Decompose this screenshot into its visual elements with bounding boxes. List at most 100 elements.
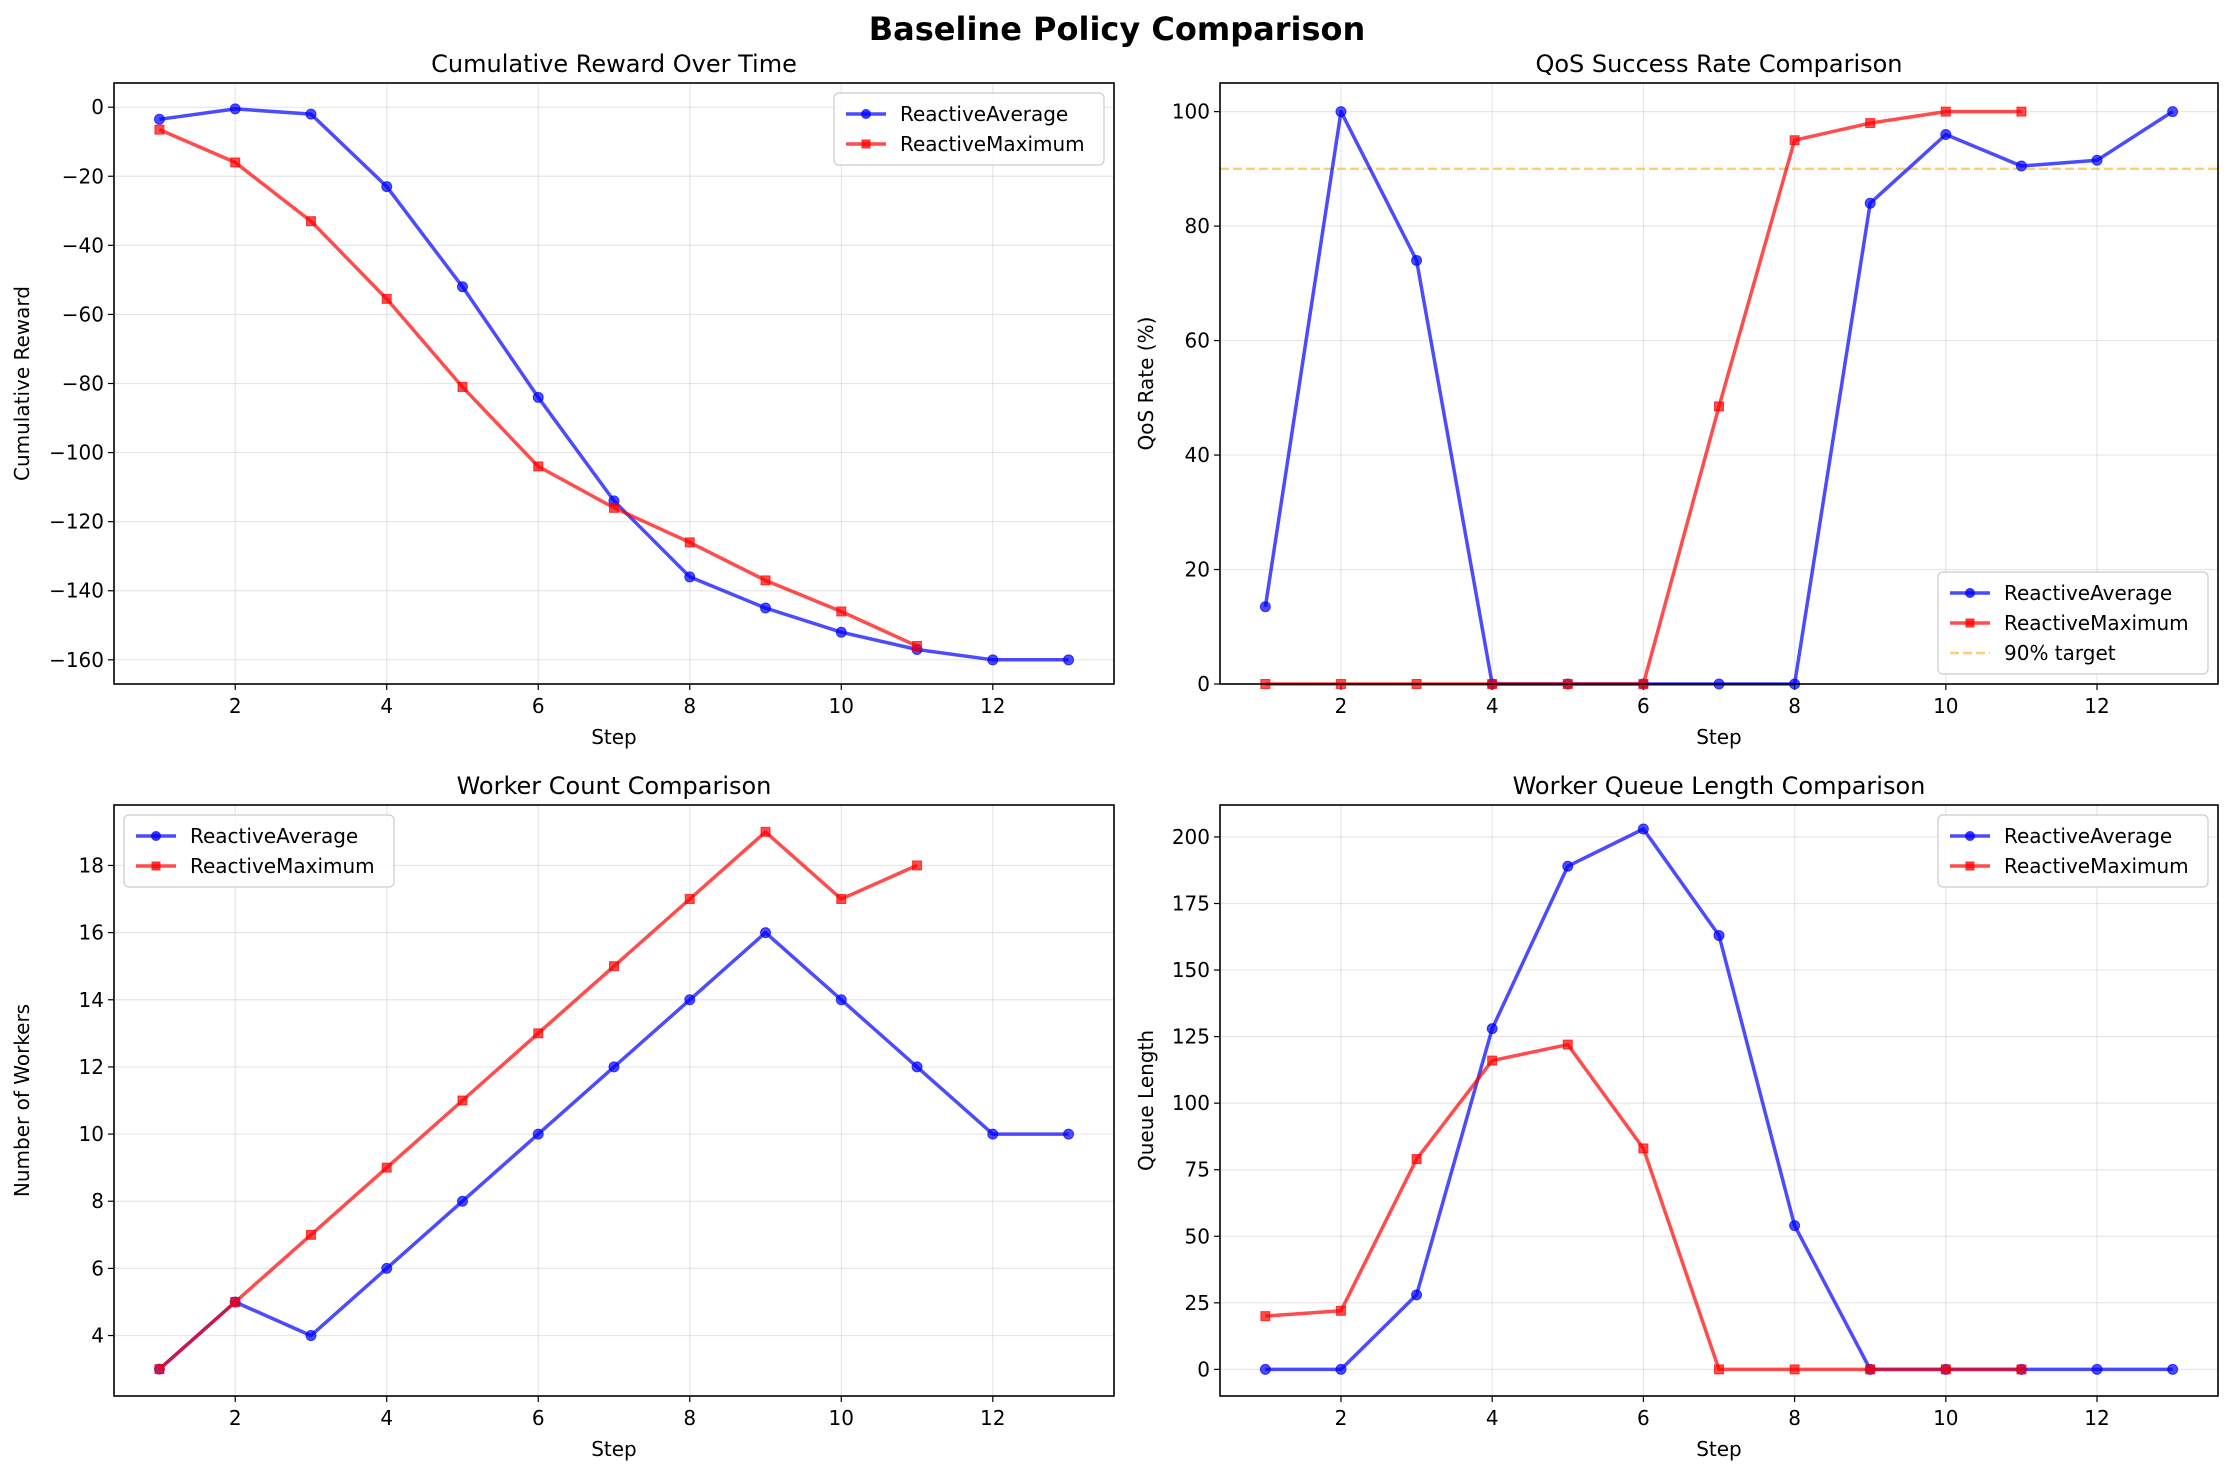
data-point xyxy=(381,293,392,304)
panel-2: 2 4 6 8 10 12 0 20 40 60 80 100 QoS Success Rate Com… xyxy=(1134,50,2219,749)
legend-box xyxy=(1937,814,2209,888)
axes-frame xyxy=(1219,82,2219,685)
data-point xyxy=(836,606,847,617)
data-point xyxy=(911,1061,923,1073)
data-point xyxy=(1789,1220,1801,1232)
y-tick-label: 175 xyxy=(1172,892,1210,916)
y-tick-label: 200 xyxy=(1172,825,1210,849)
panel-title: Worker Queue Length Comparison xyxy=(1513,772,1926,800)
data-point xyxy=(2091,1363,2103,1375)
data-point xyxy=(1487,1055,1498,1066)
data-point xyxy=(760,927,772,939)
data-point xyxy=(305,1229,316,1240)
y-tick-label: 12 xyxy=(79,1055,104,1079)
data-point xyxy=(230,1296,241,1307)
legend-marker xyxy=(861,139,871,149)
legend-label: ReactiveMaximum xyxy=(190,854,375,878)
panel-1: 2 4 6 8 10 12 0 −20 −40 −60 −80 −100 −120 −140 −160 Cum… xyxy=(10,50,1115,749)
data-point xyxy=(1411,254,1423,266)
data-point xyxy=(456,281,468,293)
data-point xyxy=(532,1128,544,1140)
y-tick-label: 8 xyxy=(91,1189,104,1213)
figure-title: Baseline Policy Comparison xyxy=(869,10,1366,48)
data-point xyxy=(1486,1023,1498,1035)
panel-title: Cumulative Reward Over Time xyxy=(431,50,797,78)
y-tick-label: −160 xyxy=(49,648,104,672)
x-tick-label: 8 xyxy=(1788,1406,1801,1430)
x-tick-label: 12 xyxy=(980,694,1005,718)
data-point xyxy=(1260,1311,1271,1322)
data-point xyxy=(1335,1305,1346,1316)
legend-label: 90% target xyxy=(2004,641,2116,665)
y-axis-label: Queue Length xyxy=(1134,1030,1158,1171)
data-point xyxy=(987,654,999,666)
y-tick-label: 25 xyxy=(1185,1291,1210,1315)
x-axis-label: Step xyxy=(1696,725,1742,749)
data-point xyxy=(684,571,696,583)
data-point xyxy=(153,113,165,125)
data-point xyxy=(305,216,316,227)
y-tick-label: −140 xyxy=(49,579,104,603)
y-tick-label: 50 xyxy=(1185,1224,1210,1248)
y-tick-label: 0 xyxy=(1197,672,1210,696)
data-point xyxy=(684,894,695,905)
data-point xyxy=(1562,860,1574,872)
x-tick-label: 12 xyxy=(2084,694,2109,718)
x-tick-label: 12 xyxy=(2084,1406,2109,1430)
data-point xyxy=(1259,1363,1271,1375)
data-point xyxy=(1940,106,1951,117)
legend-marker xyxy=(1965,588,1975,598)
data-point xyxy=(2167,1363,2179,1375)
data-point xyxy=(760,826,771,837)
data-point xyxy=(609,961,619,972)
y-tick-label: 80 xyxy=(1185,214,1210,238)
data-point xyxy=(1063,1128,1075,1140)
data-point xyxy=(835,994,847,1006)
x-axis-label: Step xyxy=(591,1437,637,1461)
data-point xyxy=(381,181,393,193)
legend-box xyxy=(833,92,1105,166)
data-point xyxy=(1259,601,1271,613)
y-tick-label: −100 xyxy=(49,441,104,465)
data-point xyxy=(1411,1154,1422,1165)
data-point xyxy=(1562,1039,1573,1050)
y-axis-label: QoS Rate (%) xyxy=(1134,317,1158,451)
data-point xyxy=(533,1028,544,1039)
x-tick-label: 6 xyxy=(532,1406,545,1430)
data-point xyxy=(154,1364,165,1375)
y-tick-label: 18 xyxy=(79,853,104,877)
x-tick-label: 10 xyxy=(829,1406,854,1430)
y-tick-label: 150 xyxy=(1172,958,1210,982)
data-point xyxy=(1940,129,1952,141)
panel-title: QoS Success Rate Comparison xyxy=(1535,50,1902,78)
y-tick-label: −80 xyxy=(62,372,104,396)
y-tick-label: −120 xyxy=(49,510,104,534)
legend-label: ReactiveMaximum xyxy=(900,132,1085,156)
y-tick-label: 16 xyxy=(79,921,104,945)
x-tick-label: 10 xyxy=(829,694,854,718)
data-point xyxy=(1864,197,1876,209)
axes-frame xyxy=(113,804,1115,1397)
data-point xyxy=(1789,1364,1800,1375)
data-point xyxy=(381,1162,392,1173)
x-axis-label: Step xyxy=(591,725,637,749)
data-point xyxy=(305,108,317,120)
legend-label: ReactiveAverage xyxy=(900,102,1068,126)
data-point xyxy=(836,894,847,905)
axes-frame xyxy=(1219,804,2219,1397)
data-point xyxy=(457,381,468,392)
y-axis-label: Cumulative Reward xyxy=(10,286,34,481)
data-point xyxy=(1638,1143,1649,1154)
legend: ReactiveAverage ReactiveMaximum xyxy=(833,92,1105,166)
legend-label: ReactiveAverage xyxy=(2004,581,2172,605)
data-point xyxy=(684,994,696,1006)
data-point xyxy=(230,157,241,168)
x-tick-label: 6 xyxy=(1637,1406,1650,1430)
legend-label: ReactiveMaximum xyxy=(2004,611,2189,635)
legend-marker xyxy=(1965,831,1975,841)
data-point xyxy=(1335,1363,1347,1375)
y-tick-label: −40 xyxy=(62,233,104,257)
data-point xyxy=(912,860,923,871)
